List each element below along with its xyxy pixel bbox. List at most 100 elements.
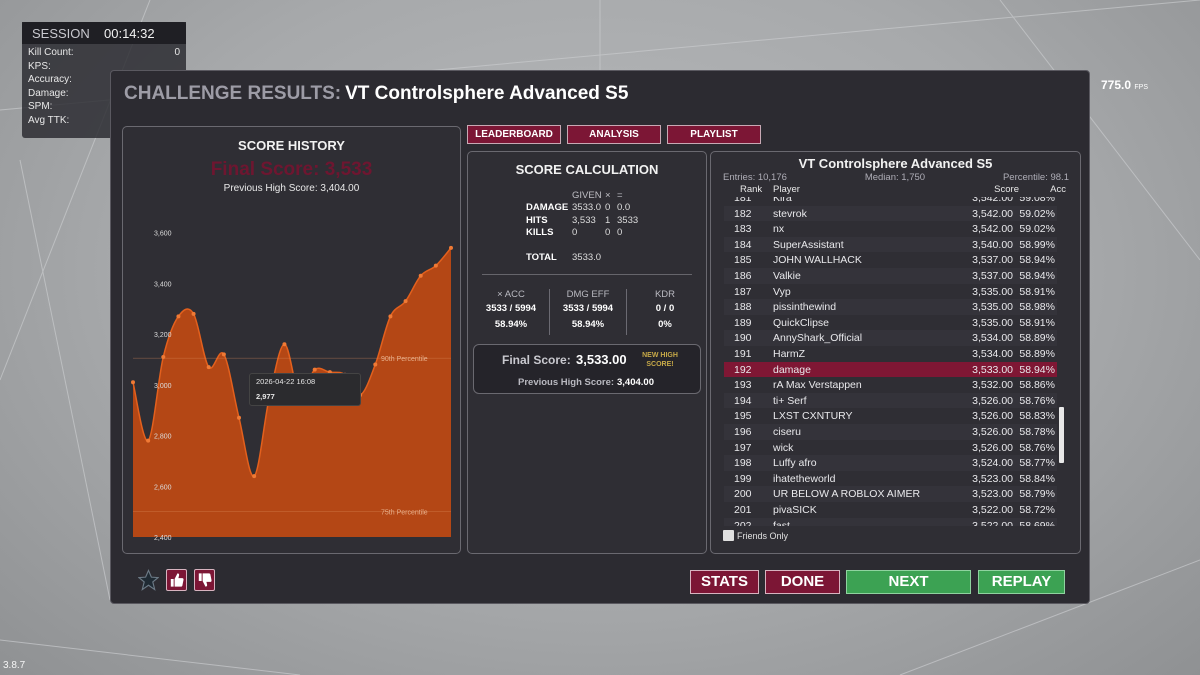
scenario-name: VT Controlsphere Advanced S5 [345,83,629,104]
leaderboard-row[interactable]: 183 nx 3,542.00 59.02% [724,221,1057,237]
score-point [312,367,317,372]
percentile-90-label: 90th Percentile [381,356,428,363]
rank-cell: 182 [734,207,752,220]
player-name-cell: QuickClipse [773,316,830,329]
leaderboard-panel: VT Controlsphere Advanced S5 Entries: 10… [710,151,1081,554]
calc-row-mult: 0 [605,202,611,214]
score-point [237,415,241,420]
leaderboard-row[interactable]: 202 fast 3,522.00 58.69% [724,517,1057,526]
y-tick-label: 2,600 [154,484,172,491]
score-calculation-panel: SCORE CALCULATION GIVEN × = DAMAGE 3533.0 0 0… [467,151,707,554]
calc-header-mult: × [605,189,611,201]
accuracy-cell: 58.94% [1019,270,1055,282]
replay-button[interactable]: REPLAY [978,570,1065,594]
player-name-cell: pissinthewind [773,301,837,314]
rank-cell: 186 [734,270,752,282]
player-name-cell: Kira [773,197,792,204]
leaderboard-row[interactable]: 193 rA Max Verstappen 3,532.00 58.86% [724,377,1057,393]
percentile: Percentile: 98.1 [1002,172,1069,183]
friends-only-toggle[interactable]: Friends Only [723,530,788,541]
leaderboard-row[interactable]: 197 wick 3,526.00 58.76% [724,440,1057,456]
player-name-cell: Valkie [773,270,801,282]
leaderboard-row[interactable]: 196 ciseru 3,526.00 58.78% [724,424,1057,440]
accuracy-cell: 59.08% [1019,197,1055,204]
accuracy-cell: 58.89% [1019,348,1055,360]
leaderboard-scrollbar[interactable] [1059,407,1064,463]
tab-leaderboard[interactable]: LEADERBOARD [467,125,561,144]
leaderboard-row[interactable]: 185 JOHN WALLHACK 3,537.00 58.94% [724,252,1057,268]
leaderboard-row-current-player[interactable]: 192 damage 3,533.00 58.94% [724,361,1057,378]
stats-button[interactable]: STATS [690,570,759,594]
score-point [176,314,181,319]
accuracy-cell: 58.76% [1019,441,1055,454]
rank-cell: 188 [734,301,752,314]
tab-analysis[interactable]: ANALYSIS [567,125,661,144]
leaderboard-row[interactable]: 190 AnnyShark_Official 3,534.00 58.89% [724,330,1057,346]
y-tick-label: 3,200 [154,332,172,339]
friends-only-checkbox[interactable] [723,530,734,541]
median-score: Median: 1,750 [864,172,926,183]
session-stat-key: Damage: [28,87,69,99]
score-point [252,474,257,479]
calc-row-label: DAMAGE [526,202,569,214]
session-stat-key: Accuracy: [28,74,72,86]
leaderboard-row[interactable]: 199 ihatetheworld 3,523.00 58.84% [724,471,1057,487]
new-high-score-badge: NEW HIGH SCORE! [636,351,684,369]
score-cell: 3,542.00 [972,223,1013,236]
thumbs-up-button[interactable] [166,569,187,591]
favorite-button[interactable] [137,569,160,591]
leaderboard-row[interactable]: 187 Vyp 3,535.00 58.91% [724,284,1057,300]
calc-total-value: 3533.0 [572,251,602,263]
leaderboard-row[interactable]: 200 UR BELOW A ROBLOX AIMER 3,523.00 58.79% [724,486,1057,502]
accuracy-cell: 58.84% [1019,472,1055,485]
rank-cell: 193 [734,379,752,392]
previous-high-label: Previous High Score: [518,377,615,388]
session-stat-value: 0 [174,47,180,59]
final-score-box: Final Score: 3,533.00 NEW HIGH SCORE! Pr… [473,344,701,394]
leaderboard-row[interactable]: 186 Valkie 3,537.00 58.94% [724,268,1057,284]
calc-divider [482,274,692,275]
player-name-cell: AnnyShark_Official [773,332,863,345]
leaderboard-row[interactable]: 201 pivaSICK 3,522.00 58.72% [724,502,1057,518]
leaderboard-row[interactable]: 194 ti+ Serf 3,526.00 58.76% [724,392,1057,409]
tab-playlist[interactable]: PLAYLIST [667,125,761,144]
thumbs-down-button[interactable] [194,569,215,591]
rank-cell: 201 [734,504,752,516]
leaderboard-row[interactable]: 182 stevrok 3,542.00 59.02% [724,205,1057,222]
leaderboard-row[interactable]: 181 Kira 3,542.00 59.08% [724,197,1057,206]
leaderboard-row[interactable]: 184 SuperAssistant 3,540.00 58.99% [724,236,1057,253]
leaderboard-row[interactable]: 195 LXST CXNTURY 3,526.00 58.83% [724,408,1057,424]
score-cell: 3,542.00 [972,197,1013,204]
leaderboard-row[interactable]: 191 HarmZ 3,534.00 58.89% [724,346,1057,362]
score-cell: 3,524.00 [972,457,1013,470]
player-name-cell: fast [773,519,790,526]
y-tick-label: 3,600 [154,231,172,238]
calc-row-label: KILLS [526,227,554,239]
score-point [131,380,135,385]
score-cell: 3,523.00 [972,472,1013,485]
stat-header: DMG EFF [566,289,610,300]
leaderboard-row[interactable]: 188 pissinthewind 3,535.00 58.98% [724,299,1057,315]
player-name-cell: Vyp [773,285,791,298]
leaderboard-row[interactable]: 198 Luffy afro 3,524.00 58.77% [724,455,1057,471]
score-point [403,299,408,304]
tooltip-date: 2026-04-22 16:08 [256,377,316,386]
col-player: Player [773,184,800,195]
tooltip-value: 2,977 [256,392,275,401]
score-cell: 3,526.00 [972,394,1013,407]
session-time: 00:14:32 [104,25,155,41]
next-button[interactable]: NEXT [846,570,971,594]
star-icon [137,569,160,591]
player-name-cell: ihatetheworld [773,472,836,485]
leaderboard-row[interactable]: 189 QuickClipse 3,535.00 58.91% [724,315,1057,331]
stat-value: 0 / 0 [655,303,675,314]
rank-cell: 200 [734,488,752,501]
window-title-prefix: CHALLENGE RESULTS: [124,83,342,104]
player-name-cell: wick [773,441,794,454]
done-button[interactable]: DONE [765,570,840,594]
rank-cell: 197 [734,441,752,454]
final-score-label: Final Score: [502,353,571,367]
rank-cell: 191 [734,348,752,360]
leaderboard-list[interactable]: 181 Kira 3,542.00 59.08% 182 stevrok 3,542.00 5… [724,197,1057,526]
challenge-results-window: CHALLENGE RESULTS: VT Controlsphere Advan… [110,70,1090,604]
